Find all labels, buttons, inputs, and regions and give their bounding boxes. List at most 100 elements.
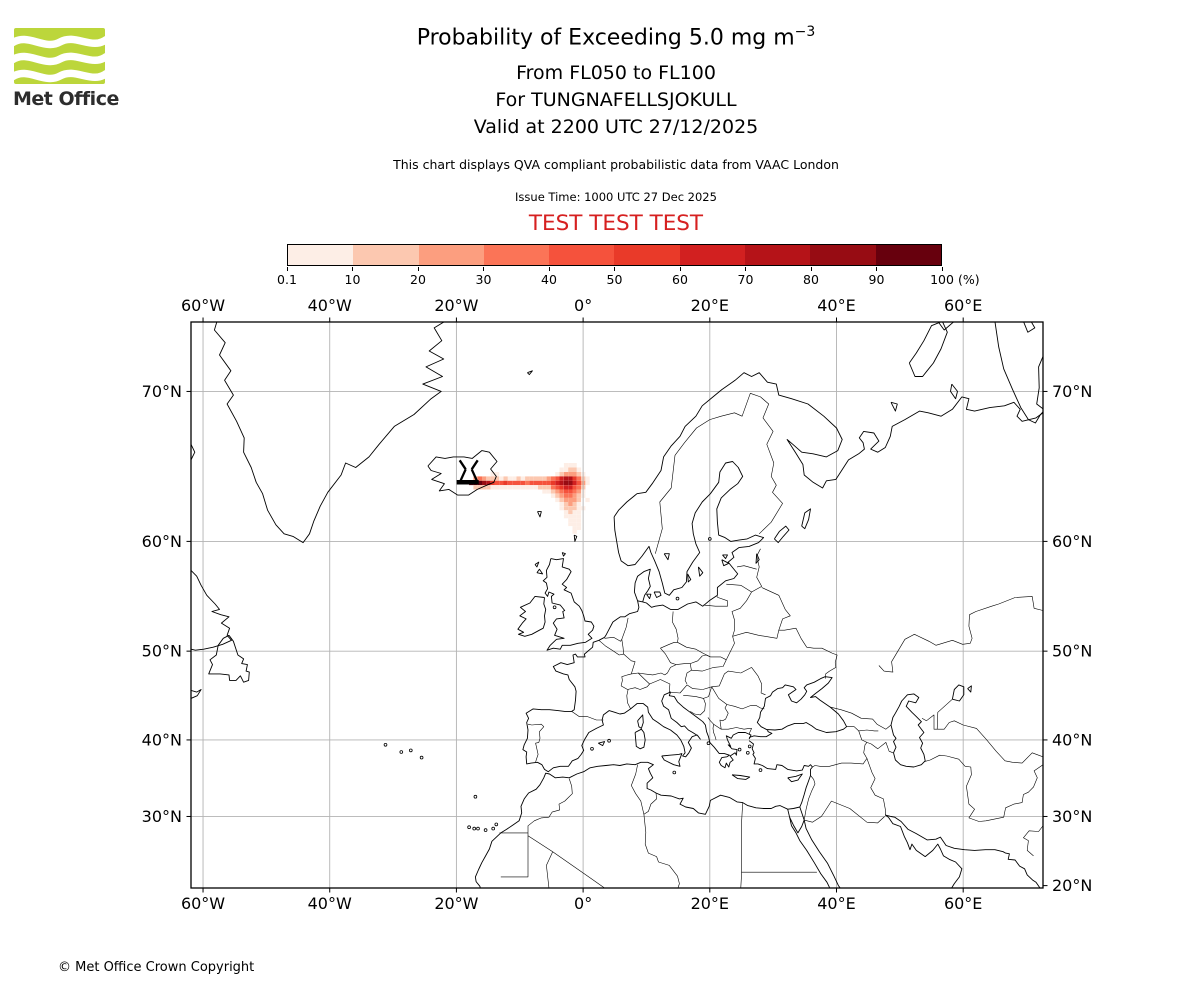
axis-tick-label: 0°	[574, 894, 592, 913]
plume-cell	[533, 476, 538, 481]
axis-tick-label: 0°	[574, 296, 592, 315]
axis-tick-label: 40°N	[1052, 730, 1092, 749]
coastline-path	[722, 554, 728, 560]
small-island	[707, 537, 712, 541]
plume-cell	[563, 463, 569, 468]
colorbar-segment	[679, 245, 746, 265]
plume-cell	[525, 476, 530, 481]
coastline-path	[542, 558, 595, 651]
coastline-path	[517, 595, 547, 637]
coastline-path	[721, 559, 730, 567]
coastline-path	[687, 573, 692, 583]
border-path	[804, 800, 885, 824]
plume-cell	[542, 480, 547, 486]
axis-tick-label: 30°N	[1052, 807, 1092, 826]
colorbar-tick	[745, 267, 746, 271]
border-path	[691, 659, 727, 672]
small-island	[491, 826, 496, 831]
plume-cell	[576, 518, 582, 523]
axis-tick-label: 60°N	[1052, 532, 1092, 551]
plume-cell	[533, 485, 538, 490]
border-path	[732, 627, 838, 679]
axis-tick-label: 20°W	[434, 296, 478, 315]
axis-labels: 60°W 60°W 40°W 40°W 20°W 20°W 0° 0° 20°E 20°E 40°E…	[142, 296, 1093, 913]
plume-cell	[542, 489, 547, 494]
plume-cell	[572, 522, 577, 527]
border-path	[703, 686, 712, 699]
border-path	[736, 565, 757, 570]
plume-cell	[585, 497, 590, 503]
border-path	[500, 832, 529, 878]
colorbar-gradient	[287, 244, 942, 266]
border-path	[620, 673, 632, 686]
small-island	[408, 748, 413, 753]
plume-cell	[572, 518, 577, 523]
plume-cell	[559, 493, 564, 498]
plume-cell	[542, 485, 547, 490]
plume-cell	[585, 476, 590, 481]
axis-tick-label: 30°N	[142, 807, 182, 826]
plume-cell	[559, 467, 564, 472]
met-office-logo	[9, 28, 110, 88]
colorbar-segment	[810, 245, 876, 265]
coastline-path	[427, 450, 498, 496]
plume-cell	[486, 485, 491, 490]
plume-cell	[563, 480, 569, 486]
coastline-path	[613, 461, 765, 610]
coastline-path	[537, 511, 542, 518]
coastline-path	[803, 820, 841, 888]
axis-tick-label: 20°E	[691, 296, 729, 315]
colorbar-segment	[288, 245, 354, 265]
axis-tick-label: 50°N	[1052, 642, 1092, 661]
coastline-path	[890, 401, 898, 412]
plume-cell	[568, 485, 573, 490]
coastline-path	[801, 508, 811, 530]
coastline-path	[663, 553, 670, 561]
border-path	[846, 726, 879, 732]
axis-tick-label: 60°W	[181, 894, 225, 913]
plume-cell	[563, 510, 569, 515]
axis-tick-label: 70°N	[1052, 382, 1092, 401]
small-island	[476, 826, 480, 831]
coastline-path	[634, 728, 646, 750]
border-path	[669, 684, 703, 694]
plume-cell	[550, 485, 556, 490]
plume-cell	[568, 493, 573, 498]
plume-cell	[555, 476, 560, 481]
plume-cell	[568, 463, 573, 468]
coastlines	[191, 322, 1043, 888]
axis-tick-label: 20°W	[434, 894, 478, 913]
plume-cell	[563, 472, 569, 477]
coastline-path	[731, 774, 751, 780]
plume-cell	[572, 489, 577, 494]
coastline-path	[573, 534, 578, 542]
coastline-path	[951, 684, 965, 702]
qva-disclaimer: This chart displays QVA compliant probab…	[393, 157, 839, 172]
border-path	[722, 704, 729, 722]
graticule	[191, 322, 1043, 888]
probability-colorbar: (%) 0.1 10 20 30 40 50 60 70 80 90 100	[277, 244, 1047, 289]
plume-cell	[525, 485, 530, 490]
border-path	[713, 719, 723, 730]
plume-cell	[576, 476, 582, 481]
border-path	[1023, 825, 1043, 857]
colorbar-unit-label: (%)	[958, 272, 980, 287]
border-path	[726, 704, 765, 710]
country-borders	[499, 393, 1043, 888]
subtitle-flight-levels: From FL050 to FL100	[516, 62, 716, 84]
plume-cell	[572, 463, 577, 468]
small-island	[706, 741, 711, 745]
plume-cell	[494, 476, 500, 481]
plume-cell	[555, 489, 560, 494]
plume-cell	[576, 489, 582, 494]
border-path	[702, 670, 741, 690]
plume-cell	[559, 497, 564, 503]
axis-tick-label: 50°N	[142, 642, 182, 661]
border-path	[626, 689, 631, 710]
plume-cell	[525, 480, 530, 486]
plume-cell	[576, 510, 582, 515]
small-island	[745, 750, 750, 755]
coastline-path	[661, 753, 683, 767]
border-path	[740, 667, 752, 674]
plume-cell	[499, 480, 504, 486]
